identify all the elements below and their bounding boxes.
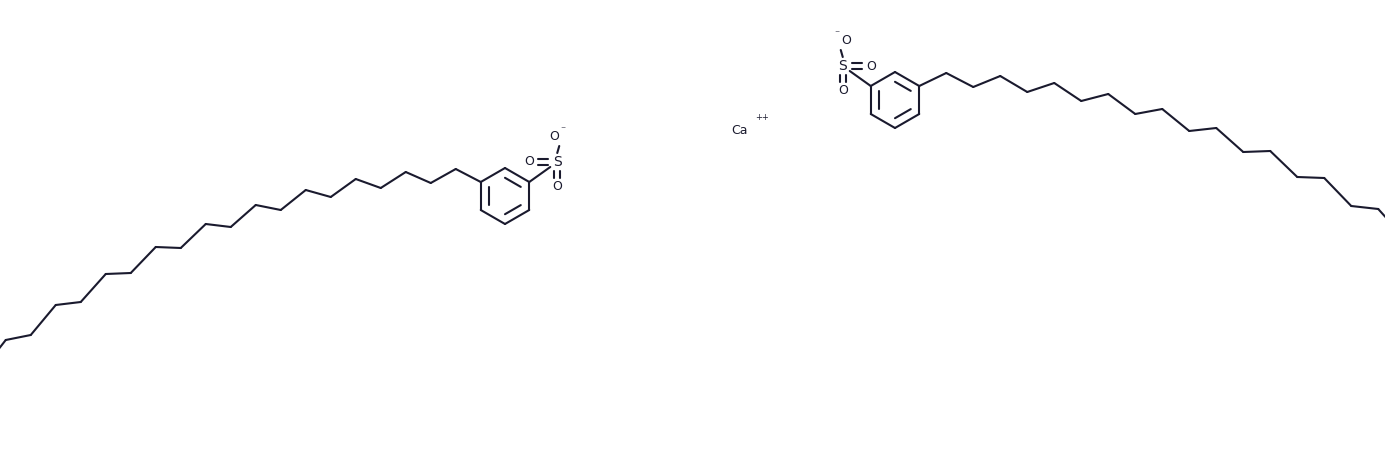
Text: O: O <box>553 180 562 193</box>
Text: O: O <box>550 130 560 144</box>
Text: Ca: Ca <box>731 123 748 137</box>
Text: ⁻: ⁻ <box>834 29 839 39</box>
Text: ++: ++ <box>755 114 769 123</box>
Text: O: O <box>838 84 848 97</box>
Text: O: O <box>866 60 875 73</box>
Text: O: O <box>841 34 850 48</box>
Text: S: S <box>553 155 562 169</box>
Text: ⁻: ⁻ <box>561 125 566 135</box>
Text: O: O <box>525 156 535 169</box>
Text: S: S <box>838 59 848 73</box>
